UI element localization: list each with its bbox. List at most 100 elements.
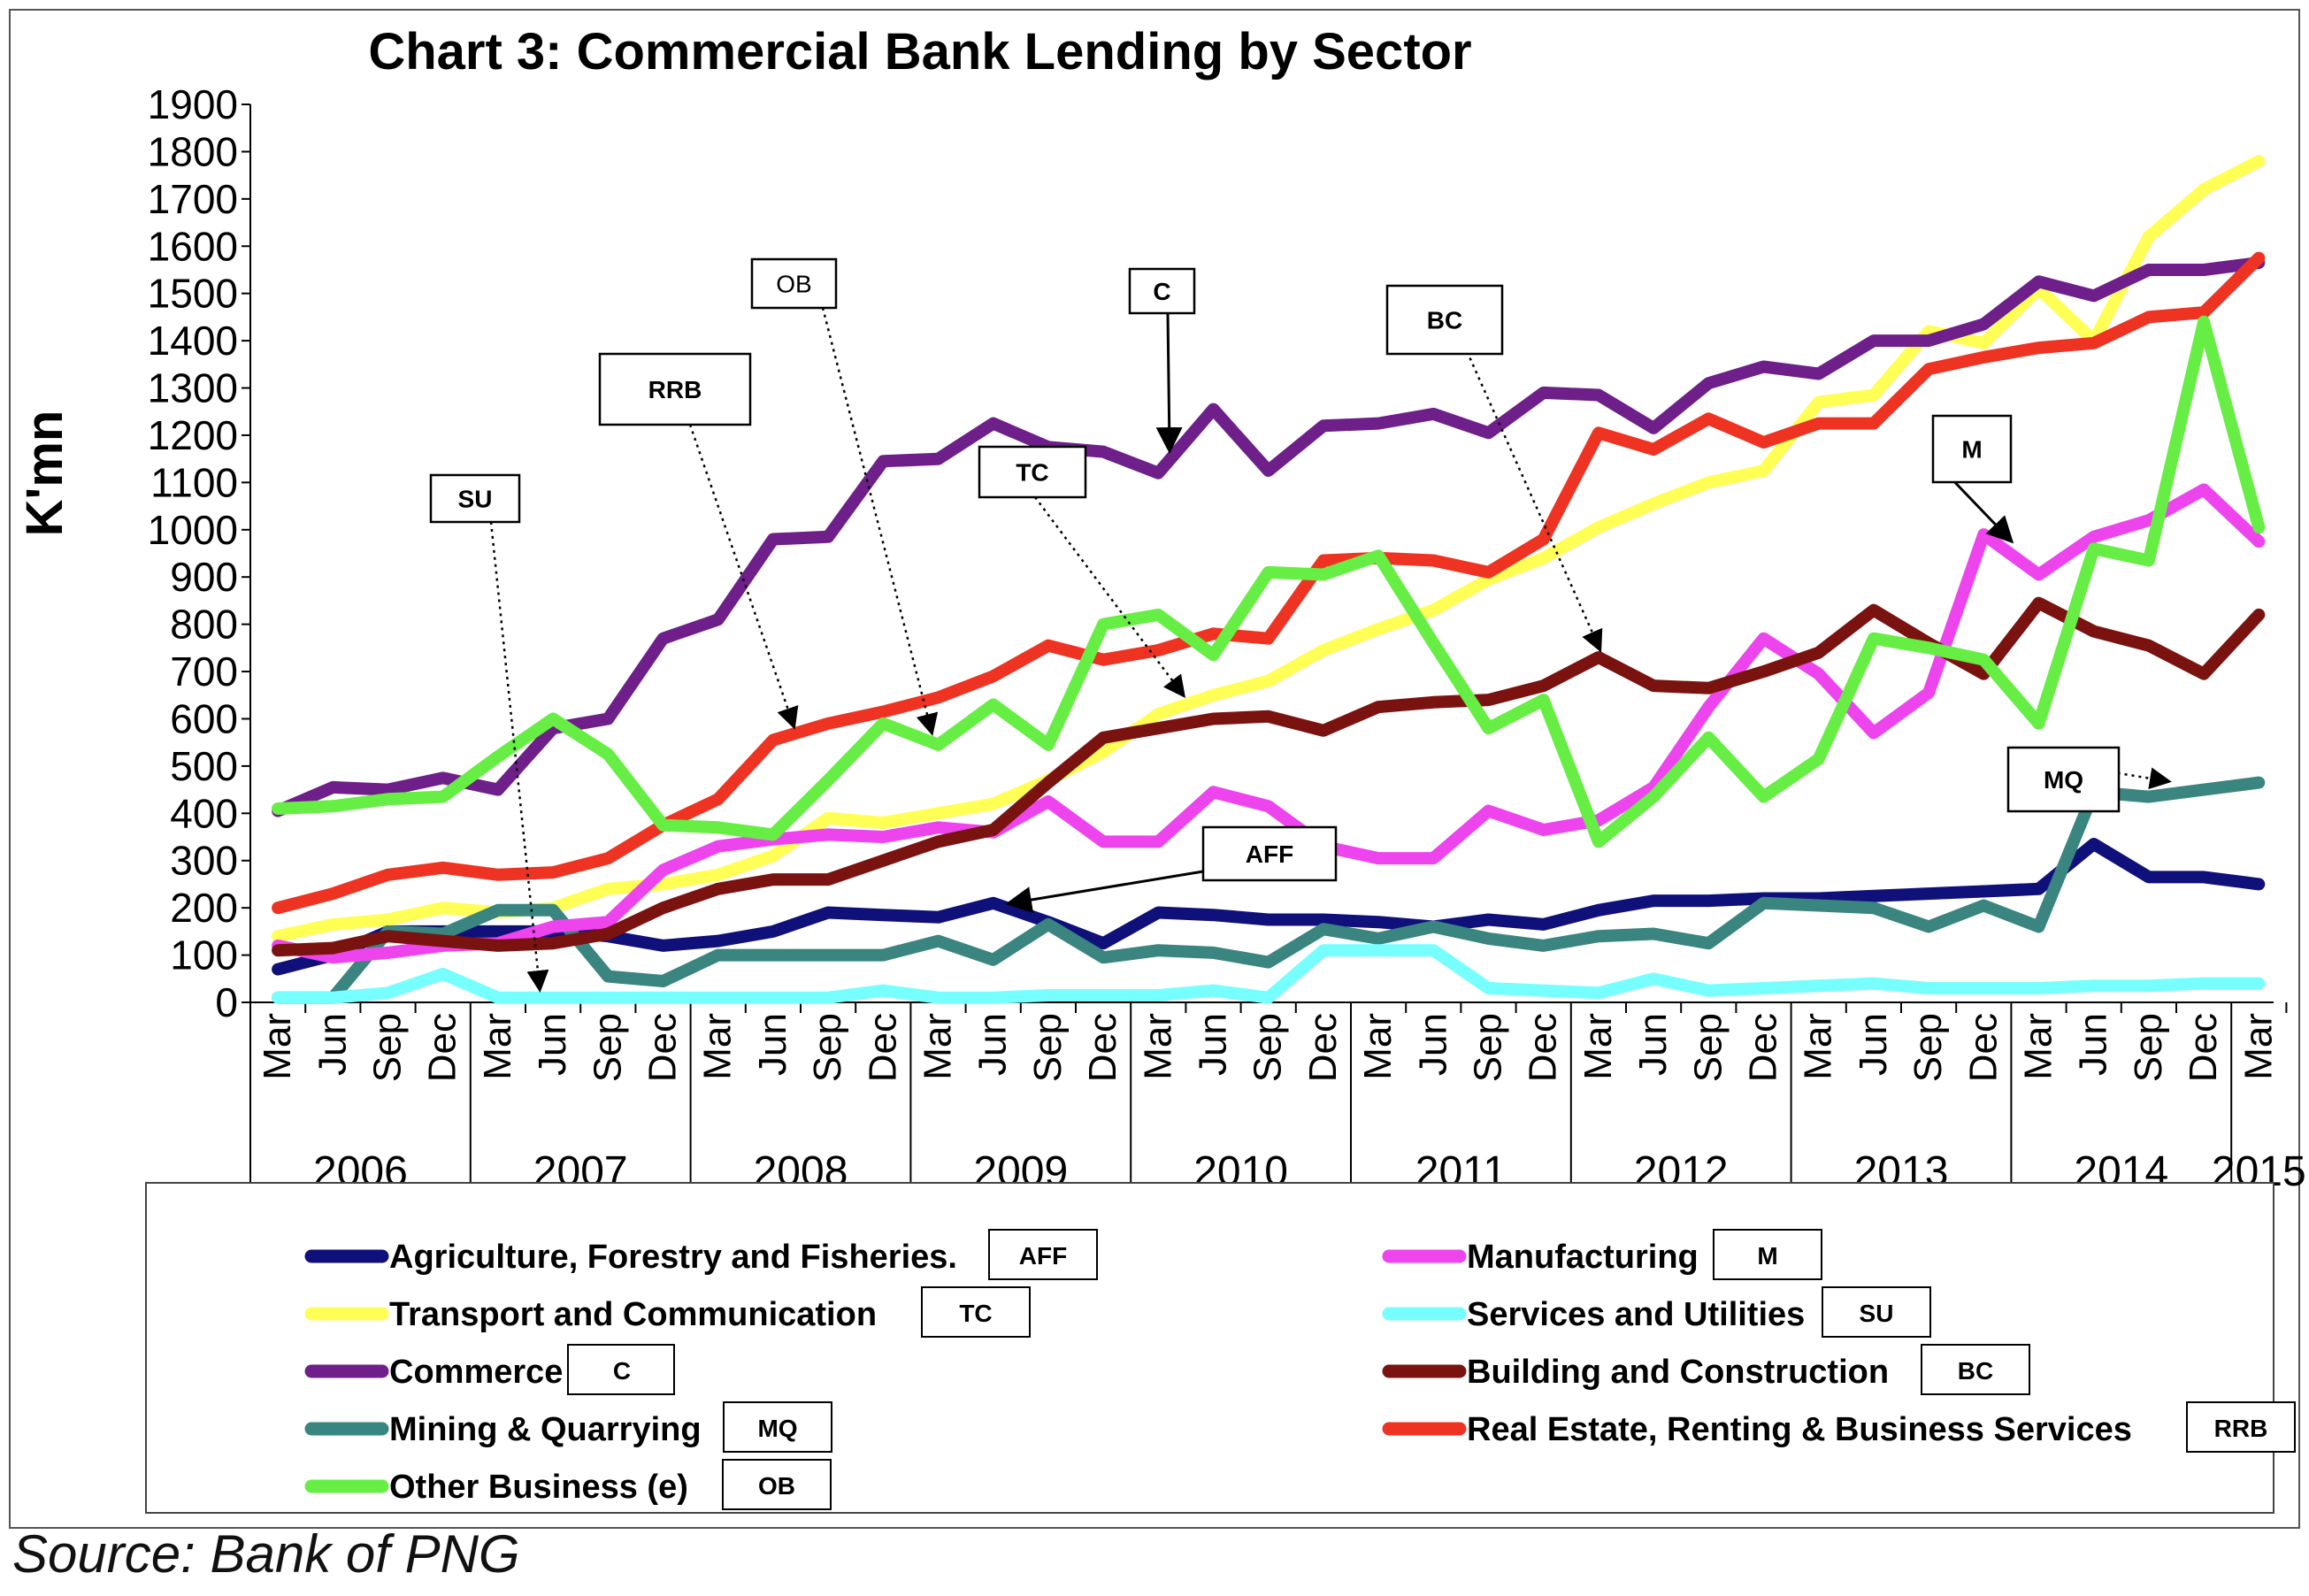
y-tick-label: 1700 <box>148 176 238 222</box>
x-tick-label: Sep <box>1247 1013 1290 1082</box>
annotation-box-mq <box>2006 746 2121 813</box>
annotation-pointer-mq <box>2096 767 2172 790</box>
y-tick-label: 1900 <box>148 81 238 127</box>
y-tick-label: 100 <box>170 932 238 978</box>
x-tick-label: Dec <box>421 1013 464 1082</box>
annotation-box-aff <box>1201 825 1338 882</box>
legend-abbr-aff: AFF <box>1019 1242 1067 1270</box>
legend-abbr-box-rrb <box>2186 1401 2296 1453</box>
legend-abbr-rrb: RRB <box>2214 1415 2268 1442</box>
x-tick-label: Mar <box>476 1013 519 1080</box>
legend-abbr-box-ob <box>722 1459 832 1510</box>
annotation-box-su <box>429 473 521 524</box>
x-tick-label: Mar <box>256 1013 299 1080</box>
annotation-label-mq: MQ <box>2044 766 2083 794</box>
series-line-mq <box>272 776 2266 1004</box>
y-tick-label: 500 <box>170 743 238 789</box>
annotation-label-aff: AFF <box>1246 840 1293 868</box>
x-tick-label: Jun <box>751 1013 794 1076</box>
legend-abbr-m: M <box>1757 1242 1777 1270</box>
annotation-pointer-aff <box>1005 870 1204 913</box>
series-lines <box>272 155 2266 1004</box>
x-tick-label: Mar <box>2236 1013 2280 1080</box>
x-tick-label: Mar <box>1576 1013 1620 1080</box>
source-note: Source: Bank of PNG <box>12 1524 520 1584</box>
x-tick-label: Dec <box>2182 1013 2225 1082</box>
annotation-label-c: C <box>1153 278 1170 305</box>
annotation-pointer-ob <box>821 307 939 736</box>
annotation-box-ob <box>750 257 838 310</box>
x-tick-label: Sep <box>2127 1013 2170 1082</box>
y-tick-label: 700 <box>170 648 238 694</box>
annotation-pointer-su <box>489 521 549 993</box>
legend-label-tc: Transport and Communication <box>389 1296 877 1333</box>
y-tick-label: 1400 <box>148 318 238 364</box>
y-tick-label: 1000 <box>148 507 238 553</box>
legend-label-m: Manufacturing <box>1467 1239 1699 1276</box>
legend-label-ob: Other Business (e) <box>389 1469 688 1506</box>
y-tick-label: 400 <box>170 790 238 836</box>
x-tick-label: Sep <box>586 1013 629 1082</box>
y-tick-label: 1600 <box>148 223 238 269</box>
legend-abbr-box-c <box>567 1344 675 1395</box>
x-axis-ticks: Mar Jun Sep Dec Mar Jun Sep Dec Mar Jun Sep Dec Mar J… <box>249 1002 2306 1196</box>
y-tick-label: 1500 <box>148 271 238 317</box>
y-axis-ticks: 0100200300400500600700800900100011001200… <box>148 81 250 1025</box>
x-tick-label: Jun <box>1852 1013 1895 1076</box>
chart-title: Chart 3: Commercial Bank Lending by Sect… <box>368 23 1471 81</box>
x-tick-label: Sep <box>1467 1013 1510 1082</box>
x-tick-label: Mar <box>1797 1013 1840 1080</box>
legend-abbr-box-m <box>1713 1229 1822 1280</box>
x-tick-label: Mar <box>1136 1013 1179 1080</box>
annotation-box-bc <box>1385 284 1504 356</box>
legend-label-rrb: Real Estate, Renting & Business Services <box>1467 1411 2132 1448</box>
x-tick-label: Sep <box>1686 1013 1730 1082</box>
x-tick-label: Mar <box>2017 1013 2060 1080</box>
annotation-label-bc: BC <box>1427 307 1462 334</box>
legend-abbr-mq: MQ <box>757 1415 797 1442</box>
x-tick-label: Sep <box>1026 1013 1070 1082</box>
legend-label-su: Services and Utilities <box>1467 1296 1805 1333</box>
annotations: SU RRB OB C TC BC M AFF MQ <box>429 257 2172 993</box>
y-tick-label: 300 <box>170 838 238 884</box>
x-tick-label: Mar <box>917 1013 960 1080</box>
legend-label-c: Commerce <box>389 1354 563 1391</box>
x-tick-label: Dec <box>861 1013 904 1082</box>
x-tick-label: Dec <box>1081 1013 1124 1082</box>
legend-label-aff: Agriculture, Forestry and Fisheries. <box>389 1239 957 1276</box>
annotation-pointer-m <box>1945 472 2014 544</box>
annotation-pointer-bc <box>1462 344 1603 653</box>
annotation-label-m: M <box>1961 436 1982 464</box>
series-line-ob <box>272 315 2266 848</box>
x-tick-label: Jun <box>311 1013 354 1076</box>
y-tick-label: 600 <box>170 695 238 741</box>
legend-abbr-box-mq <box>723 1401 832 1453</box>
x-tick-label: Sep <box>1906 1013 1950 1082</box>
y-tick-label: 1800 <box>148 128 238 174</box>
y-tick-label: 900 <box>170 554 238 600</box>
line-chart: Chart 3: Commercial Bank Lending by Sect… <box>16 23 2306 1514</box>
y-tick-label: 800 <box>170 602 238 648</box>
annotation-box-tc <box>978 445 1087 499</box>
x-tick-label: Jun <box>2072 1013 2115 1076</box>
x-tick-label: Dec <box>1522 1013 1565 1082</box>
y-tick-label: 1300 <box>148 365 238 411</box>
y-tick-label: 0 <box>215 979 238 1025</box>
legend-label-bc: Building and Construction <box>1467 1354 1889 1391</box>
y-tick-label: 200 <box>170 885 238 931</box>
annotation-label-su: SU <box>458 486 493 513</box>
annotation-box-m <box>1931 414 2013 484</box>
legend-label-mq: Mining & Quarrying <box>389 1411 702 1448</box>
annotation-pointer-tc <box>1033 496 1185 699</box>
series-line-tc <box>272 155 2266 943</box>
series-line-su <box>272 944 2266 1004</box>
x-tick-label: Jun <box>531 1013 574 1076</box>
series-line-c <box>272 257 2266 817</box>
x-tick-label: Jun <box>1192 1013 1235 1076</box>
x-tick-label: Dec <box>1961 1013 2005 1082</box>
x-tick-label: Jun <box>1631 1013 1675 1076</box>
legend-abbr-box-tc <box>921 1286 1031 1338</box>
legend-abbr-su: SU <box>1860 1300 1894 1327</box>
legend-abbr-box-su <box>1822 1286 1931 1338</box>
x-tick-label: Sep <box>366 1013 410 1082</box>
